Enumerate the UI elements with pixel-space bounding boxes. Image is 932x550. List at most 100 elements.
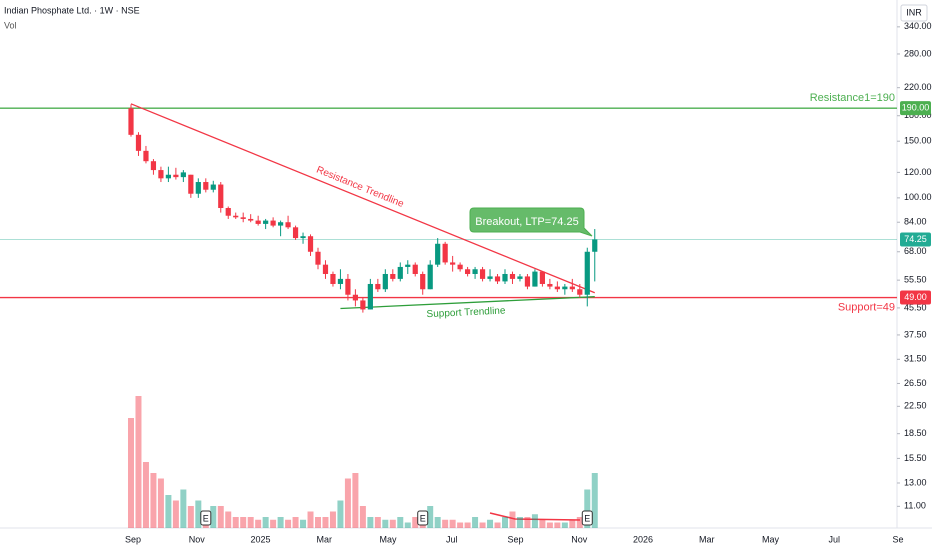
volume-bar [270,519,277,528]
earnings-label: E [203,513,209,523]
volume-bar [180,489,187,528]
volume-bar [322,517,329,528]
currency-box[interactable] [900,4,928,22]
earnings-box [581,510,593,526]
y-tick-label: 340.00 [904,21,932,31]
candle-body [562,286,568,290]
volume-bar [457,522,464,528]
volume-bar [374,517,381,528]
volume-bar [561,522,568,528]
y-tick-label: 100.00 [904,192,932,202]
x-tick-label: Nov [571,534,588,544]
volume-bar [449,519,456,528]
candle-body [135,134,142,151]
callout-box [469,207,593,237]
x-tick-label: May [379,534,397,544]
trendline-label: Support Trendline [426,305,506,320]
volume-bar [292,517,299,528]
candle-body [352,294,358,301]
candle-body [337,278,344,284]
candle-body [450,262,456,265]
chart-title: Indian Phosphate Ltd. · 1W · NSE [4,5,140,15]
x-tick-label: Jul [446,534,458,544]
y-tick-label: 22.50 [904,401,927,411]
volume-bar [389,519,396,528]
candle-body [539,271,545,284]
candle-body [143,150,149,162]
x-tick-label: May [762,534,780,544]
volume-bar [217,506,224,528]
volume-bar [232,517,239,528]
y-tick-label: 220.00 [904,82,932,92]
candle-body [345,278,351,295]
volume-bar [247,517,254,528]
candle-body [255,220,261,224]
volume-bar [591,473,598,528]
volume-bar [128,418,134,528]
earnings-box [417,510,429,526]
level-badge-label: 49.00 [904,292,927,302]
y-tick-label: 280.00 [904,48,932,58]
volume-bar [307,511,314,528]
candle-body [427,264,433,290]
x-tick-label: Nov [189,534,206,544]
candle-body [360,300,366,310]
y-tick-label: 55.50 [904,275,927,285]
volume-bar [472,517,479,528]
y-tick-label: 13.00 [904,477,927,487]
volume-bar [352,473,359,528]
candle-body [487,276,493,279]
volume-bar [367,517,374,528]
earnings-label: E [584,513,590,523]
candle-body [195,182,201,194]
volume-bar [524,517,531,528]
candle-body [472,269,478,274]
y-tick-label: 11.00 [904,501,926,511]
volume-bar [569,519,576,528]
currency: INR [906,7,922,17]
x-tick-label: Jul [828,534,840,544]
candle-body [569,286,575,290]
candle-body [405,264,411,267]
volume-bar [210,506,217,528]
volume-bar [494,522,501,528]
candle-body [502,273,508,282]
candle-body [233,215,239,218]
candle-body [270,220,276,226]
candle-body [577,289,583,295]
candle-body [218,184,224,209]
candle-body [263,220,269,224]
volume-bar [255,519,262,528]
candle-body [465,269,471,274]
candle-body [300,236,306,239]
candle-body [292,227,299,239]
candle-body [420,273,426,290]
volume-bar [412,517,419,528]
candle-body [517,276,523,279]
trendline [340,296,595,310]
volume-bar [135,396,142,528]
y-tick-label: 31.50 [904,354,927,364]
candle-body [285,222,291,228]
candle-body [180,172,186,178]
volume-bar [262,517,269,528]
volume-bar [165,495,172,528]
volume-trendline [489,512,581,521]
candle-body [375,283,381,290]
candle-body [397,266,403,279]
volume-bar [277,517,284,528]
candle-body [330,273,336,284]
candle-body [128,108,134,135]
y-tick-label: 37.50 [904,329,927,339]
volume-bar [531,514,538,528]
volume-bar [172,500,179,528]
volume-bar [344,478,351,528]
candle-body [592,239,598,252]
candle-body [248,218,254,221]
volume-bar [546,522,553,528]
y-tick-label: 26.50 [904,378,927,388]
candle-body [457,264,463,270]
candle-body [278,222,284,226]
volume-bar [397,517,404,528]
